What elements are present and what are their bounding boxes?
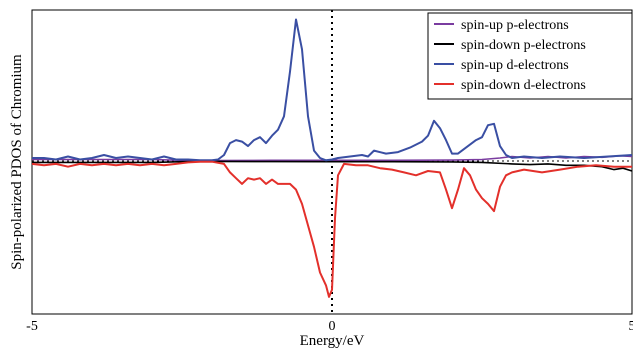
series-line-spin-down-d-electrons (31, 160, 632, 298)
legend-entry-label: spin-up p-electrons (461, 18, 569, 33)
x-tick-label: 5 (629, 319, 633, 334)
legend-box (427, 12, 633, 100)
legend-entry-label: spin-up d-electrons (461, 58, 569, 73)
legend-entry-label: spin-down p-electrons (461, 38, 586, 53)
x-tick-label: 0 (329, 319, 336, 334)
legend: spin-up p-electrons spin-down p-electrons… (427, 12, 633, 100)
y-axis-label: Spin-polarized PDOS of Chromium (9, 54, 25, 270)
x-axis-label: Energy/eV (300, 333, 365, 349)
series-layer (31, 18, 633, 298)
legend-entry-label: spin-down d-electrons (461, 78, 586, 93)
x-tick-label: -5 (26, 319, 38, 334)
series-line-spin-up-d-electrons (32, 18, 633, 162)
x-axis-ticks: -5 0 5 (26, 319, 633, 334)
